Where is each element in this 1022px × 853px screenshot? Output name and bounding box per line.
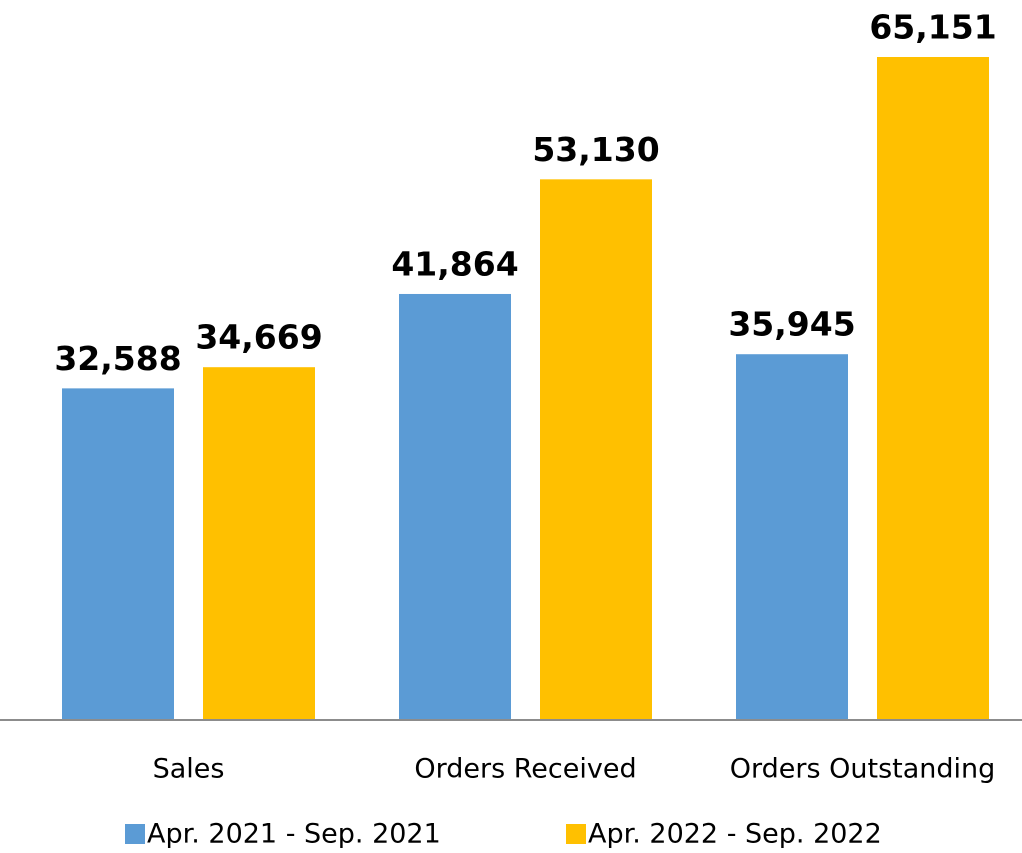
legend-swatch [566, 824, 586, 844]
x-tick-label: Orders Received [414, 754, 636, 785]
bar [540, 179, 652, 720]
value-label: 35,945 [728, 305, 855, 344]
bar [399, 293, 511, 720]
bar [62, 388, 174, 720]
value-label: 53,130 [532, 130, 659, 169]
value-label: 34,669 [195, 318, 322, 357]
x-tick-label: Orders Outstanding [730, 754, 996, 785]
value-label: 32,588 [54, 339, 181, 378]
value-label: 41,864 [391, 244, 518, 283]
legend-label: Apr. 2022 - Sep. 2022 [588, 819, 882, 850]
bar [736, 354, 848, 720]
x-tick-label: Sales [153, 754, 225, 785]
legend-label: Apr. 2021 - Sep. 2021 [147, 819, 441, 850]
bar [877, 57, 989, 720]
legend-swatch [125, 824, 145, 844]
value-label: 65,151 [869, 8, 996, 47]
bar [203, 367, 315, 720]
